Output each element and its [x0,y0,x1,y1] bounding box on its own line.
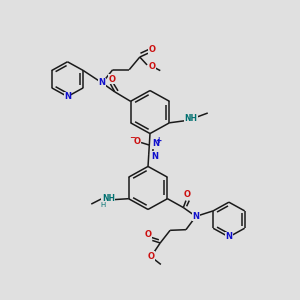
Text: O: O [184,190,191,200]
Text: +: + [155,136,162,145]
Text: O: O [149,45,156,54]
Text: N: N [225,232,233,242]
Text: H: H [100,202,106,208]
Text: −: − [129,133,135,142]
Text: NH: NH [102,194,115,203]
Text: N: N [152,139,159,148]
Text: N: N [151,152,158,161]
Text: O: O [148,252,154,261]
Text: NH: NH [185,114,198,123]
Text: N: N [99,79,106,88]
Text: O: O [133,137,140,146]
Text: O: O [109,75,116,84]
Text: O: O [145,230,152,239]
Text: O: O [148,62,155,71]
Text: N: N [192,212,200,221]
Text: N: N [64,92,71,101]
